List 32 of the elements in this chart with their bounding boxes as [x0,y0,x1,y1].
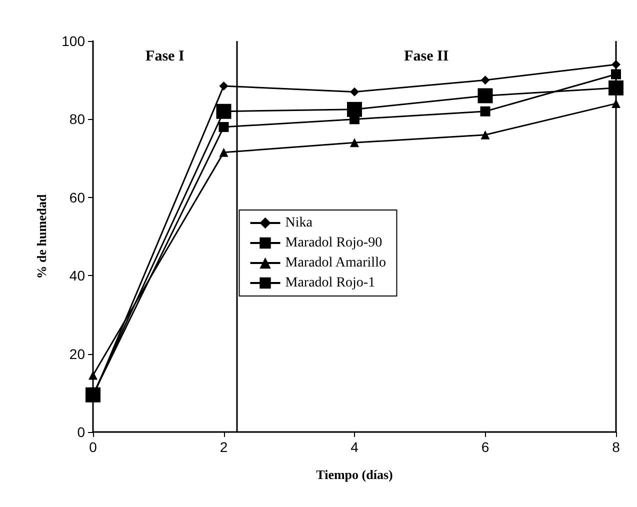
x-tick-label: 0 [89,439,98,455]
x-axis-title: Tiempo (días) [316,467,393,482]
point [608,80,624,96]
point [88,370,98,380]
point [218,122,229,132]
legend-label: Nika [285,216,314,230]
y-tick-label: 60 [69,189,86,206]
point [350,138,359,148]
point [350,87,359,96]
y-tick-label: 80 [69,111,86,128]
y-tick-label: 100 [62,33,86,49]
point [219,81,228,90]
annotation: Fase II [404,48,449,65]
x-tick-label: 6 [481,439,490,455]
y-tick-label: 40 [69,268,86,284]
x-tick-label: 4 [350,439,359,455]
point [478,88,493,104]
legend-label: Maradol Rojo-1 [285,276,376,290]
legend-label: Maradol Amarillo [285,256,386,270]
y-tick-label: 20 [69,346,86,362]
point [480,130,490,140]
point [480,76,490,85]
point [347,102,362,117]
x-tick-label: 2 [220,439,228,455]
annotation: Fase I [146,48,184,65]
point [480,106,490,116]
y-axis-title: % de humedad [34,193,49,279]
point [216,104,232,119]
point [219,148,228,157]
legend-label: Maradol Rojo-90 [285,236,382,250]
y-tick-label: 0 [77,424,86,440]
x-tick-label: 8 [612,439,620,455]
